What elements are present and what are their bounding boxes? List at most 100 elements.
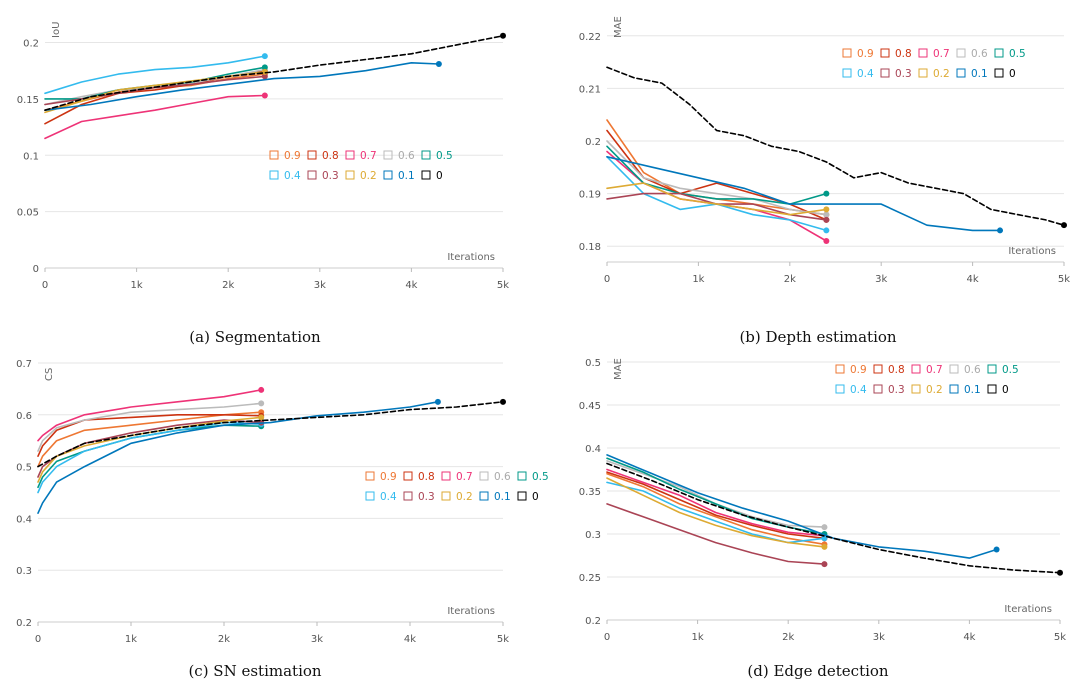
series-line-0.9: [606, 119, 828, 216]
x-tick-label: 3k: [311, 634, 323, 645]
series-endpoint-0.4: [823, 227, 830, 234]
series-endpoint-0.1: [993, 546, 1000, 553]
legend-label: 0.9: [850, 364, 867, 376]
legend-item-0.3: 0.3: [307, 170, 339, 182]
legend-item-0.1: 0.1: [479, 491, 511, 503]
legend-item-0: 0: [517, 491, 539, 503]
y-tick-label: 0.19: [579, 190, 601, 201]
legend-item-0.5: 0.5: [517, 471, 549, 483]
legend-item-0.7: 0.7: [441, 471, 473, 483]
legend-item-0.4: 0.4: [835, 384, 867, 396]
y-tick-label: 0.35: [579, 487, 601, 498]
y-tick-label: 0.22: [579, 32, 601, 43]
y-tick-label: 0.4: [585, 444, 601, 455]
x-tick-label: 0: [604, 632, 610, 643]
legend-item-0.4: 0.4: [365, 491, 397, 503]
series-endpoint-0.2: [258, 414, 265, 421]
series-line-0.4: [44, 55, 266, 95]
legend-swatch: [403, 471, 413, 481]
legend-label: 0.1: [494, 491, 511, 503]
x-tick-label: 2k: [784, 274, 796, 285]
legend-label: 0.3: [322, 170, 339, 182]
series-line-0.8: [606, 471, 826, 540]
legend-item-0: 0: [994, 68, 1016, 80]
y-tick-label: 0.7: [16, 359, 32, 370]
y-tick-label: 0.4: [16, 514, 32, 525]
x-tick-label: 2k: [782, 632, 794, 643]
panel-caption: (d) Edge detection: [747, 662, 889, 680]
y-tick-label: 0.45: [579, 401, 601, 412]
legend-item-0.6: 0.6: [479, 471, 511, 483]
x-tick-label: 5k: [497, 280, 509, 291]
legend-item-0.8: 0.8: [873, 364, 905, 376]
legend-swatch: [441, 491, 451, 501]
legend-label: 0.2: [933, 68, 950, 80]
series-endpoint-0: [500, 32, 506, 39]
legend-swatch: [835, 364, 845, 374]
series-endpoint-0.7: [258, 386, 265, 393]
legend-swatch: [956, 48, 966, 58]
y-tick-label: 0.3: [585, 530, 601, 541]
legend-item-0.9: 0.9: [835, 364, 867, 376]
legend-item-0.4: 0.4: [842, 68, 874, 80]
legend-swatch: [365, 491, 375, 501]
series-line-0.1: [37, 400, 439, 515]
legend-item-0.5: 0.5: [994, 48, 1026, 60]
legend-label: 0.4: [857, 68, 874, 80]
series-endpoint-0.1: [434, 398, 441, 405]
x-tick-label: 3k: [873, 632, 885, 643]
y-tick-label: 0.2: [585, 616, 601, 627]
x-tick-label: 4k: [405, 280, 417, 291]
chart-panel-2: 0.18 0.19 0.2 0.21 0.22 0 1k 2k 3k 4k 5k MAE Iterati…: [579, 16, 1071, 346]
legend-item-0.7: 0.7: [918, 48, 950, 60]
x-axis-label: Iterations: [447, 252, 495, 263]
panel-caption: (b) Depth estimation: [739, 328, 896, 346]
x-tick-label: 4k: [404, 634, 416, 645]
x-tick-label: 1k: [125, 634, 137, 645]
legend-label: 0.9: [284, 150, 301, 162]
legend-label: 0: [1002, 384, 1009, 396]
x-tick-label: 3k: [314, 280, 326, 291]
legend-item-0.9: 0.9: [365, 471, 397, 483]
legend-label: 0.8: [418, 471, 435, 483]
y-axis-label: MAE: [613, 358, 624, 380]
series-line-0.9: [606, 472, 826, 546]
series-line-0.7: [37, 389, 263, 442]
series-line-0.2: [606, 477, 826, 548]
y-tick-label: 0: [33, 264, 39, 275]
y-tick-label: 0.2: [23, 39, 39, 50]
series-line-0.3: [37, 419, 263, 478]
legend-item-0.3: 0.3: [873, 384, 905, 396]
series-endpoint-0.1: [997, 227, 1004, 234]
y-tick-label: 0.2: [16, 618, 32, 629]
series-endpoint-0.6: [258, 400, 265, 407]
y-axis-label: IoU: [51, 22, 62, 38]
legend-item-0.6: 0.6: [949, 364, 981, 376]
legend-label: 0.5: [1009, 48, 1026, 60]
series-endpoint-0.1: [435, 60, 442, 67]
x-tick-label: 0: [604, 274, 610, 285]
legend-item-0.5: 0.5: [421, 150, 453, 162]
legend-item-0.2: 0.2: [441, 491, 473, 503]
legend-swatch: [307, 170, 317, 180]
legend-label: 0.7: [456, 471, 473, 483]
y-tick-label: 0.1: [23, 151, 39, 162]
series-line-0: [37, 400, 504, 468]
legend-label: 0.6: [398, 150, 415, 162]
legend-swatch: [345, 150, 355, 160]
legend-swatch: [880, 68, 890, 78]
y-tick-label: 0.5: [16, 463, 32, 474]
legend-item-0.2: 0.2: [345, 170, 377, 182]
legend-swatch: [421, 150, 431, 160]
x-tick-label: 1k: [131, 280, 143, 291]
legend-item-0.4: 0.4: [269, 170, 301, 182]
y-tick-label: 0.3: [16, 566, 32, 577]
legend-label: 0: [532, 491, 539, 503]
series-endpoint-0.3: [261, 73, 268, 80]
x-tick-label: 0: [35, 634, 41, 645]
legend-item-0.2: 0.2: [918, 68, 950, 80]
y-tick-label: 0.21: [579, 84, 601, 95]
x-tick-label: 0: [42, 280, 48, 291]
x-axis-label: Iterations: [1008, 246, 1056, 257]
